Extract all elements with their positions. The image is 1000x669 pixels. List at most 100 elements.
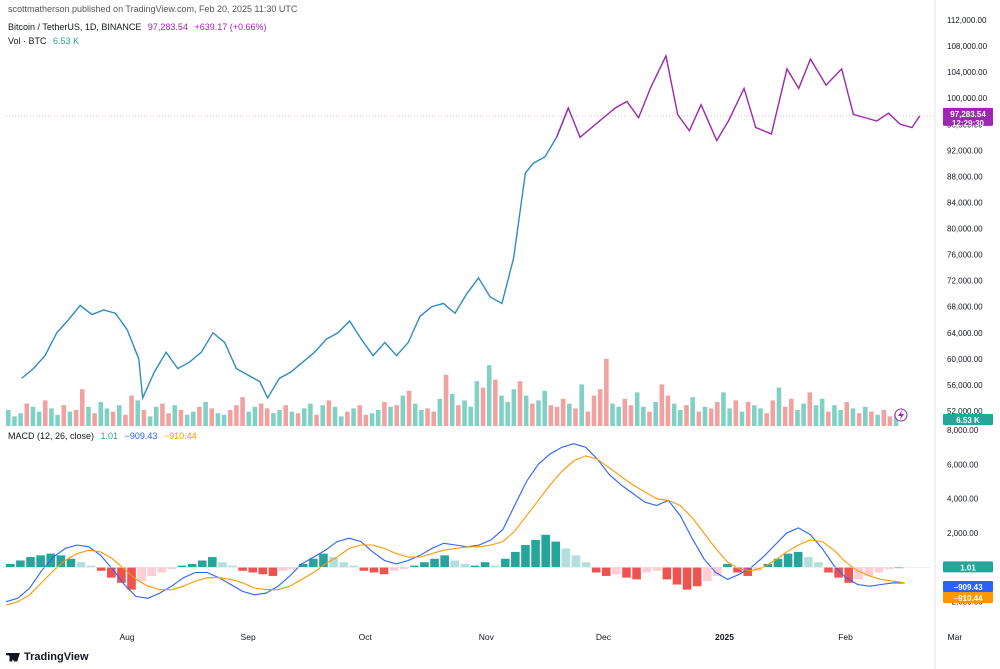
volume-bar <box>36 411 42 426</box>
macd-histogram-bar <box>238 567 247 571</box>
macd-histogram-bar <box>147 567 157 576</box>
price-badge-text: 12:29:30 <box>952 119 985 128</box>
price-tick-label: 60,000.00 <box>947 355 983 364</box>
macd-histogram-bar <box>430 558 439 568</box>
volume-bar <box>727 408 732 426</box>
volume-bar <box>30 406 36 426</box>
publisher-text: scottmatherson published on TradingView.… <box>8 4 298 14</box>
symbol-name[interactable]: Bitcoin / TetherUS, 1D, BINANCE <box>8 22 142 32</box>
volume-bar <box>456 405 461 426</box>
volume-bar <box>671 403 677 426</box>
volume-bar <box>653 402 658 426</box>
volume-bar <box>560 398 566 426</box>
macd-histogram-bar <box>480 562 490 568</box>
volume-bar <box>715 402 720 426</box>
macd-histogram-bar <box>521 545 530 568</box>
signal-line-badge <box>943 591 993 603</box>
volume-bar <box>295 413 301 426</box>
volume-bar <box>659 384 665 426</box>
volume-bar <box>893 413 899 426</box>
macd-histogram-bar <box>379 567 389 575</box>
tradingview-logo[interactable]: TradingView <box>6 651 89 663</box>
volume-bar <box>678 410 683 426</box>
volume-bar <box>881 410 887 426</box>
volume-bar <box>283 405 289 426</box>
volume-bar <box>86 406 91 426</box>
volume-bar <box>215 413 221 426</box>
volume-bar <box>42 400 48 426</box>
volume-bar <box>536 400 541 426</box>
macd-histogram-bar <box>460 563 470 568</box>
price-tick-label: 64,000.00 <box>947 329 983 338</box>
price-tick-label: 84,000.00 <box>947 198 983 207</box>
volume-bar <box>468 406 473 426</box>
macd-histogram-bar <box>86 565 96 568</box>
volume-bar <box>363 414 369 426</box>
macd-histogram-bar <box>511 551 520 568</box>
volume-bar <box>517 381 523 426</box>
time-tick-label: Nov <box>479 632 495 642</box>
macd-histogram-bar <box>177 565 187 568</box>
macd-line-badge-text: −909.43 <box>953 583 983 592</box>
volume-bar <box>610 403 615 426</box>
volume-bar <box>12 416 17 426</box>
macd-histogram-bar <box>56 555 66 568</box>
volume-bar <box>412 403 418 426</box>
time-tick-label: Mar <box>948 632 963 642</box>
volume-bar <box>153 406 159 426</box>
macd-histogram-bar <box>157 567 167 573</box>
last-value: 97,283.54 <box>147 22 188 32</box>
volume-bar <box>246 411 252 426</box>
macd-histogram-bar <box>834 567 843 578</box>
volume-bar <box>357 405 362 426</box>
macd-histogram-bar <box>470 565 480 568</box>
volume-bar <box>400 395 406 426</box>
macd-histogram-bar <box>601 567 611 576</box>
macd-histogram-bar <box>369 567 379 573</box>
volume-bar <box>850 408 856 426</box>
volume-bar <box>289 411 295 426</box>
publisher-line: scottmatherson published on TradingView.… <box>8 4 301 14</box>
volume-bar <box>55 414 60 426</box>
macd-histogram-bar <box>814 562 823 568</box>
macd-histogram-bar <box>268 567 278 576</box>
volume-bar <box>437 398 443 426</box>
macd-label[interactable]: MACD (12, 26, close) <box>8 431 95 441</box>
volume-bar <box>628 405 634 426</box>
volume-bar <box>166 413 171 426</box>
macd-histogram-bar <box>622 567 631 578</box>
volume-bar <box>875 414 880 426</box>
volume-bar <box>795 410 800 426</box>
volume-bar <box>79 389 85 426</box>
macd-histogram-bar <box>288 567 298 570</box>
volume-bar <box>844 402 850 426</box>
volume-bar <box>110 411 116 426</box>
volume-bar <box>801 403 806 426</box>
price-line-purple <box>555 53 921 143</box>
signal-line <box>5 455 906 606</box>
volume-bar <box>770 400 776 426</box>
volume-bar <box>388 406 393 426</box>
volume-bar <box>338 416 344 426</box>
macd-histogram-bar <box>803 557 813 568</box>
volume-bar <box>184 414 190 426</box>
volume-value: 6.53 K <box>53 36 80 46</box>
macd-tick-label: 8,000.00 <box>947 426 979 435</box>
volume-label[interactable]: Vol · BTC <box>8 36 47 46</box>
volume-bar <box>92 413 97 426</box>
macd-histogram-bar <box>894 567 904 569</box>
volume-bar <box>684 405 689 426</box>
volume-bar <box>227 410 233 426</box>
macd-histogram-bar <box>197 560 207 568</box>
macd-histogram-bar <box>36 555 45 568</box>
volume-bar <box>634 392 640 426</box>
macd-histogram-bar <box>581 562 591 568</box>
price-tick-label: 100,000.00 <box>947 94 988 103</box>
macd-histogram-bar <box>339 562 348 568</box>
volume-bar <box>616 406 621 426</box>
volume-bar <box>573 408 578 426</box>
macd-histogram-bar <box>854 567 864 580</box>
macd-histogram-bar <box>96 567 106 571</box>
volume-bar <box>782 406 788 426</box>
